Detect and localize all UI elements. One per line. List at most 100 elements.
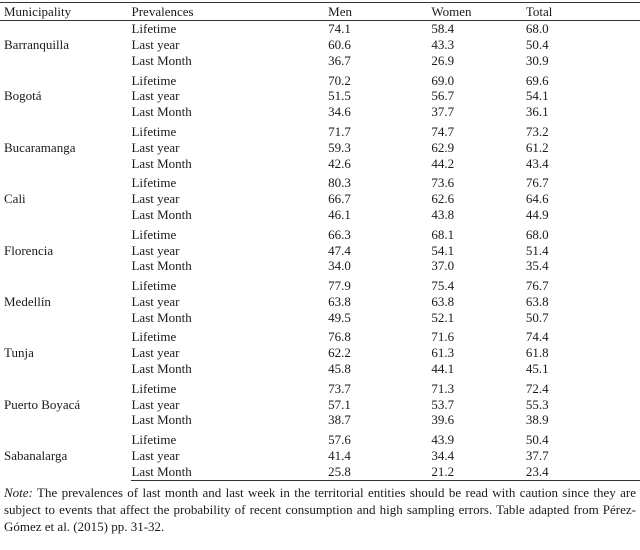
table-row: Last year 47.4 54.1 51.4: [0, 242, 640, 258]
prevalence-cell: Lifetime: [131, 432, 177, 448]
men-value-cell: 25.8: [328, 463, 432, 481]
table-row: Last Month 46.1 43.8 44.9: [0, 207, 640, 223]
header-men: Men: [328, 2, 432, 21]
table-row: Last Month 45.8 44.1 45.1: [0, 361, 640, 377]
men-value-cell: 66.3: [328, 226, 351, 242]
prevalence-cell: Last Month: [131, 52, 192, 68]
women-value-cell: 62.9: [431, 139, 455, 155]
note-text: The prevalences of last month and last w…: [4, 485, 636, 534]
men-value-cell: 41.4: [328, 448, 351, 464]
prevalence-cell: Lifetime: [131, 123, 177, 139]
prevalence-cell: Last year: [131, 139, 180, 155]
women-value-cell: 69.0: [431, 72, 455, 88]
total-value-cell: 73.2: [525, 123, 549, 139]
men-value-cell: 42.6: [328, 155, 351, 171]
women-value-cell: 43.9: [431, 432, 455, 448]
women-value-cell: 73.6: [431, 175, 455, 191]
total-value-cell: 61.2: [525, 139, 549, 155]
women-value-cell: 62.6: [431, 191, 455, 207]
women-value-cell: 34.4: [431, 448, 455, 464]
women-value-cell: 53.7: [431, 396, 455, 412]
men-value-cell: 45.8: [328, 361, 351, 377]
table-row: Last year 57.1 53.7 55.3: [0, 397, 640, 413]
men-value-cell: 57.6: [328, 432, 351, 448]
table-row: Last year 62.2 61.3 61.8: [0, 345, 640, 361]
table-row: Last year 59.3 62.9 61.2: [0, 140, 640, 156]
municipality-cell: Sabanalarga: [4, 448, 68, 464]
table-row: Bogotá Lifetime 70.2 69.0 69.6: [0, 68, 640, 104]
table-body: Barranquilla Lifetime 74.1 58.4 68.0 Last yea…: [0, 21, 640, 481]
prevalence-cell: Last Month: [131, 361, 192, 377]
prevalence-cell: Last year: [131, 396, 180, 412]
header-total: Total: [525, 2, 640, 21]
total-value-cell: 69.6: [525, 72, 549, 88]
table-note: Note: The prevalences of last month and …: [4, 484, 636, 535]
table-row: Puerto Boyacá Lifetime 73.7 71.3 72.4: [0, 377, 640, 412]
men-value-cell: 38.7: [328, 412, 351, 428]
total-value-cell: 54.1: [525, 88, 549, 104]
total-value-cell: 64.6: [525, 191, 549, 207]
women-value-cell: 39.6: [431, 412, 455, 428]
table-row: Florencia Lifetime 66.3 68.1 68.0: [0, 223, 640, 258]
women-value-cell: 37.7: [431, 104, 455, 120]
women-value-cell: 56.7: [431, 88, 455, 104]
total-value-cell: 74.4: [525, 329, 549, 345]
table-row: Last Month 34.0 37.0 35.4: [0, 258, 640, 274]
table-row: Last year 63.8 63.8 63.8: [0, 294, 640, 310]
men-value-cell: 77.9: [328, 278, 351, 294]
women-value-cell: 61.3: [431, 345, 455, 361]
prevalence-cell: Last year: [131, 448, 180, 464]
men-value-cell: 73.7: [328, 380, 351, 396]
total-value-cell: 50.4: [525, 36, 549, 52]
women-value-cell: 71.3: [431, 380, 455, 396]
men-value-cell: 59.3: [328, 139, 351, 155]
table-row: Last Month 49.5 52.1 50.7: [0, 310, 640, 326]
men-value-cell: 74.1: [328, 21, 351, 37]
men-value-cell: 71.7: [328, 123, 351, 139]
prevalence-cell: Last Month: [131, 206, 192, 222]
total-value-cell: 43.4: [525, 155, 549, 171]
total-value-cell: 76.7: [525, 175, 549, 191]
table-row: Cali Lifetime 80.3 73.6 76.7: [0, 171, 640, 206]
prevalence-cell: Last Month: [131, 258, 192, 274]
table-row: Last Month 36.7 26.9 30.9: [0, 53, 640, 69]
prevalence-cell: Lifetime: [131, 380, 177, 396]
prevalence-cell: Last year: [131, 242, 180, 258]
men-value-cell: 51.5: [328, 88, 351, 104]
municipality-cell: Puerto Boyacá: [4, 396, 81, 412]
total-value-cell: 37.7: [525, 448, 549, 464]
municipality-cell: Cali: [4, 191, 26, 207]
women-value-cell: 63.8: [431, 293, 455, 309]
table-row: Sabanalarga Lifetime 57.6 43.9 50.4: [0, 428, 640, 463]
total-value-cell: 36.1: [525, 104, 549, 120]
prevalence-cell: Last year: [131, 191, 180, 207]
men-value-cell: 70.2: [328, 72, 351, 88]
table-row: Last Month 42.6 44.2 43.4: [0, 155, 640, 171]
total-value-cell: 50.7: [525, 309, 549, 325]
table-row: Tunja Lifetime 76.8 71.6 74.4: [0, 325, 640, 360]
women-value-cell: 44.1: [431, 361, 455, 377]
prevalence-cell: Last Month: [131, 104, 192, 120]
prevalence-cell: Lifetime: [131, 72, 177, 88]
women-value-cell: 52.1: [431, 309, 455, 325]
women-value-cell: 74.7: [431, 123, 455, 139]
total-value-cell: 45.1: [525, 361, 549, 377]
total-value-cell: 63.8: [525, 293, 549, 309]
table-row: Medellín Lifetime 77.9 75.4 76.7: [0, 274, 640, 309]
total-value-cell: 44.9: [525, 206, 549, 222]
men-value-cell: 47.4: [328, 242, 351, 258]
table-row: Last Month 25.8 21.2 23.4: [0, 463, 640, 481]
header-row: Municipality Prevalences Men Women Total: [0, 2, 640, 21]
table-row: Bucaramanga Lifetime 71.7 74.7 73.2: [0, 120, 640, 155]
women-value-cell: 37.0: [431, 258, 455, 274]
total-value-cell: 23.4: [525, 463, 640, 481]
women-value-cell: 54.1: [431, 242, 455, 258]
men-value-cell: 66.7: [328, 191, 351, 207]
men-value-cell: 34.0: [328, 258, 351, 274]
prevalence-cell: Last year: [131, 293, 180, 309]
table-row: Last year 51.5 56.7 54.1: [0, 88, 640, 104]
total-value-cell: 51.4: [525, 242, 549, 258]
prevalence-cell: Last year: [131, 345, 180, 361]
men-value-cell: 63.8: [328, 293, 351, 309]
